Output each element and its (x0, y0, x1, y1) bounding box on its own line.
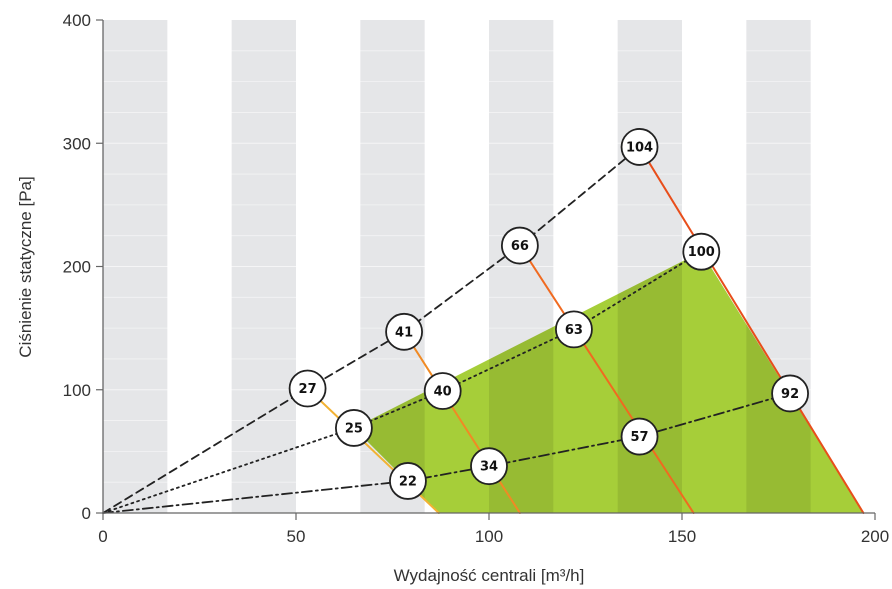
data-label-text: 57 (630, 430, 648, 445)
data-label: 104 (620, 128, 659, 166)
data-label: 27 (288, 369, 327, 408)
data-label-text: 22 (399, 474, 417, 489)
y-axis-title: Ciśnienie statyczne [Pa] (16, 176, 35, 357)
data-label-text: 63 (565, 323, 583, 338)
x-tick-label: 0 (98, 527, 107, 546)
data-label: 63 (555, 310, 593, 349)
x-tick-label: 150 (668, 527, 696, 546)
data-label-circle (500, 226, 539, 265)
data-label-text: 40 (434, 384, 452, 399)
data-label-text: 41 (395, 325, 413, 340)
data-label-text: 92 (781, 387, 799, 402)
data-label: 66 (500, 226, 539, 265)
data-label: 57 (620, 417, 659, 456)
series-line-solid (403, 330, 521, 514)
x-axis-title: Wydajność centrali [m³/h] (394, 566, 585, 585)
value-labels: 104 66 41 27 100 63 40 25 92 57 34 22 (288, 128, 809, 500)
y-tick-label: 100 (63, 381, 91, 400)
data-label: 92 (771, 374, 809, 413)
data-label-circle (620, 417, 659, 456)
data-label-circle (389, 462, 427, 500)
data-label-text: 104 (626, 140, 653, 155)
y-tick-label: 200 (63, 258, 91, 277)
data-label-circle (682, 232, 721, 271)
y-tick-label: 0 (82, 504, 91, 523)
tick-labels: 0 50 100 150 200 0 100 200 300 400 (63, 11, 890, 546)
data-label-text: 27 (299, 382, 317, 397)
data-label-text: 34 (480, 460, 498, 475)
x-tick-label: 200 (861, 527, 889, 546)
data-label-circle (470, 447, 508, 486)
data-label: 25 (334, 409, 373, 447)
data-label-circle (334, 409, 373, 447)
data-label-text: 100 (688, 245, 715, 260)
data-label: 41 (385, 312, 423, 351)
data-label-circle (771, 374, 809, 413)
data-label: 22 (389, 462, 427, 500)
data-label-circle (288, 369, 327, 408)
data-label-circle (385, 312, 423, 351)
x-tick-label: 100 (475, 527, 503, 546)
data-label-text: 66 (511, 239, 529, 254)
data-label: 40 (423, 372, 462, 410)
y-tick-label: 300 (63, 134, 91, 153)
x-tick-label: 50 (287, 527, 306, 546)
series-line-solid (518, 244, 695, 514)
data-label-circle (555, 310, 593, 349)
data-label: 100 (682, 232, 721, 271)
data-label-circle (423, 372, 462, 410)
data-label: 34 (470, 447, 508, 486)
data-label-circle (620, 128, 659, 166)
data-label-text: 25 (345, 421, 363, 436)
y-tick-label: 400 (63, 11, 91, 30)
series-line-solid (638, 145, 865, 514)
